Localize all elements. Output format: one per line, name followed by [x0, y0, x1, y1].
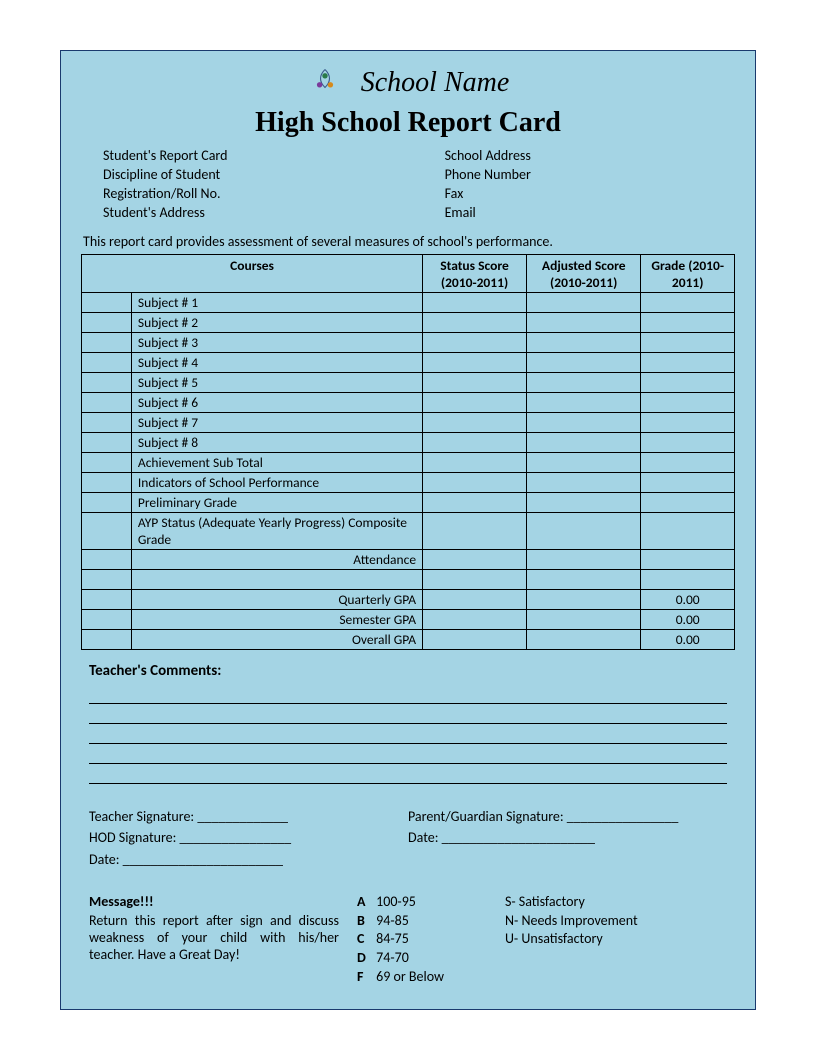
th-courses: Courses: [82, 254, 423, 292]
gpa-label: Overall GPA: [131, 629, 422, 649]
parent-signature: Parent/Guardian Signature: _____________…: [408, 806, 727, 828]
grades-table: Courses Status Score (2010-2011) Adjuste…: [81, 254, 735, 650]
table-row: AYP Status (Adequate Yearly Progress) Co…: [82, 512, 735, 549]
page-title: High School Report Card: [81, 107, 735, 139]
comments-section: Teacher's Comments:: [89, 662, 727, 784]
table-row: Attendance: [82, 549, 735, 569]
legend-key: B: [357, 912, 373, 931]
summary-cell: Preliminary Grade: [131, 492, 422, 512]
info-line: Phone Number: [445, 166, 713, 185]
subject-cell: Subject # 1: [131, 292, 422, 312]
grade-legend: A 100-95 B 94-85 C 84-75 D 74-70 F 69 or…: [357, 893, 727, 987]
legend-status: S- Satisfactory N- Needs Improvement U- …: [505, 893, 727, 987]
legend-key: D: [357, 949, 373, 968]
date-right: Date: ______________________: [408, 827, 727, 849]
comment-line: [89, 766, 727, 784]
signatures-right: Parent/Guardian Signature: _____________…: [408, 806, 727, 871]
info-line: Email: [445, 204, 713, 223]
summary-cell: Indicators of School Performance: [131, 472, 422, 492]
subject-cell: Subject # 8: [131, 432, 422, 452]
info-line: Discipline of Student: [103, 166, 445, 185]
school-logo-icon: [307, 65, 343, 101]
legend-grades: A 100-95 B 94-85 C 84-75 D 74-70 F 69 or…: [357, 893, 505, 987]
gpa-value: 0.00: [641, 609, 735, 629]
message-heading: Message!!!: [89, 893, 339, 910]
comment-line: [89, 726, 727, 744]
legend-val: 100-95: [376, 893, 416, 910]
school-info: School Address Phone Number Fax Email: [445, 147, 713, 223]
th-status: Status Score (2010-2011): [423, 254, 527, 292]
gpa-value: 0.00: [641, 629, 735, 649]
report-card: School Name High School Report Card Stud…: [60, 50, 756, 1010]
legend-key: C: [357, 930, 373, 949]
intro-text: This report card provides assessment of …: [83, 233, 735, 250]
table-row: Indicators of School Performance: [82, 472, 735, 492]
table-row: Subject # 8: [82, 432, 735, 452]
signature-row: Teacher Signature: _____________ HOD Sig…: [89, 806, 727, 871]
table-row: [82, 569, 735, 589]
legend-line: U- Unsatisfactory: [505, 930, 727, 949]
table-row: Preliminary Grade: [82, 492, 735, 512]
comments-title: Teacher's Comments:: [89, 662, 727, 680]
table-row: Achievement Sub Total: [82, 452, 735, 472]
gpa-label: Semester GPA: [131, 609, 422, 629]
subject-cell: Subject # 4: [131, 352, 422, 372]
summary-cell: AYP Status (Adequate Yearly Progress) Co…: [131, 512, 422, 549]
subject-cell: Subject # 2: [131, 312, 422, 332]
legend-line: N- Needs Improvement: [505, 912, 727, 931]
table-row: Subject # 5: [82, 372, 735, 392]
table-row: Quarterly GPA 0.00: [82, 589, 735, 609]
legend-val: 84-75: [376, 930, 409, 947]
info-line: Student's Report Card: [103, 147, 445, 166]
bottom-row: Message!!! Return this report after sign…: [89, 893, 727, 987]
info-line: Fax: [445, 185, 713, 204]
comment-line: [89, 746, 727, 764]
gpa-value: 0.00: [641, 589, 735, 609]
subject-cell: Subject # 7: [131, 412, 422, 432]
table-row: Subject # 7: [82, 412, 735, 432]
table-row: Subject # 6: [82, 392, 735, 412]
th-adjusted: Adjusted Score (2010-2011): [527, 254, 641, 292]
attendance-cell: Attendance: [131, 549, 422, 569]
comment-line: [89, 706, 727, 724]
message-block: Message!!! Return this report after sign…: [89, 893, 357, 987]
table-row: Subject # 3: [82, 332, 735, 352]
info-line: School Address: [445, 147, 713, 166]
table-row: Subject # 1: [82, 292, 735, 312]
table-header-row: Courses Status Score (2010-2011) Adjuste…: [82, 254, 735, 292]
table-row: Subject # 2: [82, 312, 735, 332]
comment-line: [89, 686, 727, 704]
legend-key: A: [357, 893, 373, 912]
table-row: Overall GPA 0.00: [82, 629, 735, 649]
message-body: Return this report after sign and discus…: [89, 912, 339, 963]
info-line: Student's Address: [103, 204, 445, 223]
school-name: School Name: [361, 67, 510, 99]
header-row: School Name: [81, 65, 735, 101]
th-grade: Grade (2010-2011): [641, 254, 735, 292]
info-columns: Student's Report Card Discipline of Stud…: [103, 147, 713, 223]
student-info: Student's Report Card Discipline of Stud…: [103, 147, 445, 223]
legend-val: 74-70: [376, 949, 409, 966]
table-row: Semester GPA 0.00: [82, 609, 735, 629]
subject-cell: Subject # 5: [131, 372, 422, 392]
date-left: Date: _______________________: [89, 849, 408, 871]
legend-val: 94-85: [376, 912, 409, 929]
subject-cell: Subject # 6: [131, 392, 422, 412]
legend-key: F: [357, 968, 373, 987]
summary-cell: Achievement Sub Total: [131, 452, 422, 472]
signatures-left: Teacher Signature: _____________ HOD Sig…: [89, 806, 408, 871]
table-row: Subject # 4: [82, 352, 735, 372]
legend-val: 69 or Below: [376, 968, 444, 985]
hod-signature: HOD Signature: ________________: [89, 827, 408, 849]
legend-line: S- Satisfactory: [505, 893, 727, 912]
info-line: Registration/Roll No.: [103, 185, 445, 204]
subject-cell: Subject # 3: [131, 332, 422, 352]
teacher-signature: Teacher Signature: _____________: [89, 806, 408, 828]
gpa-label: Quarterly GPA: [131, 589, 422, 609]
